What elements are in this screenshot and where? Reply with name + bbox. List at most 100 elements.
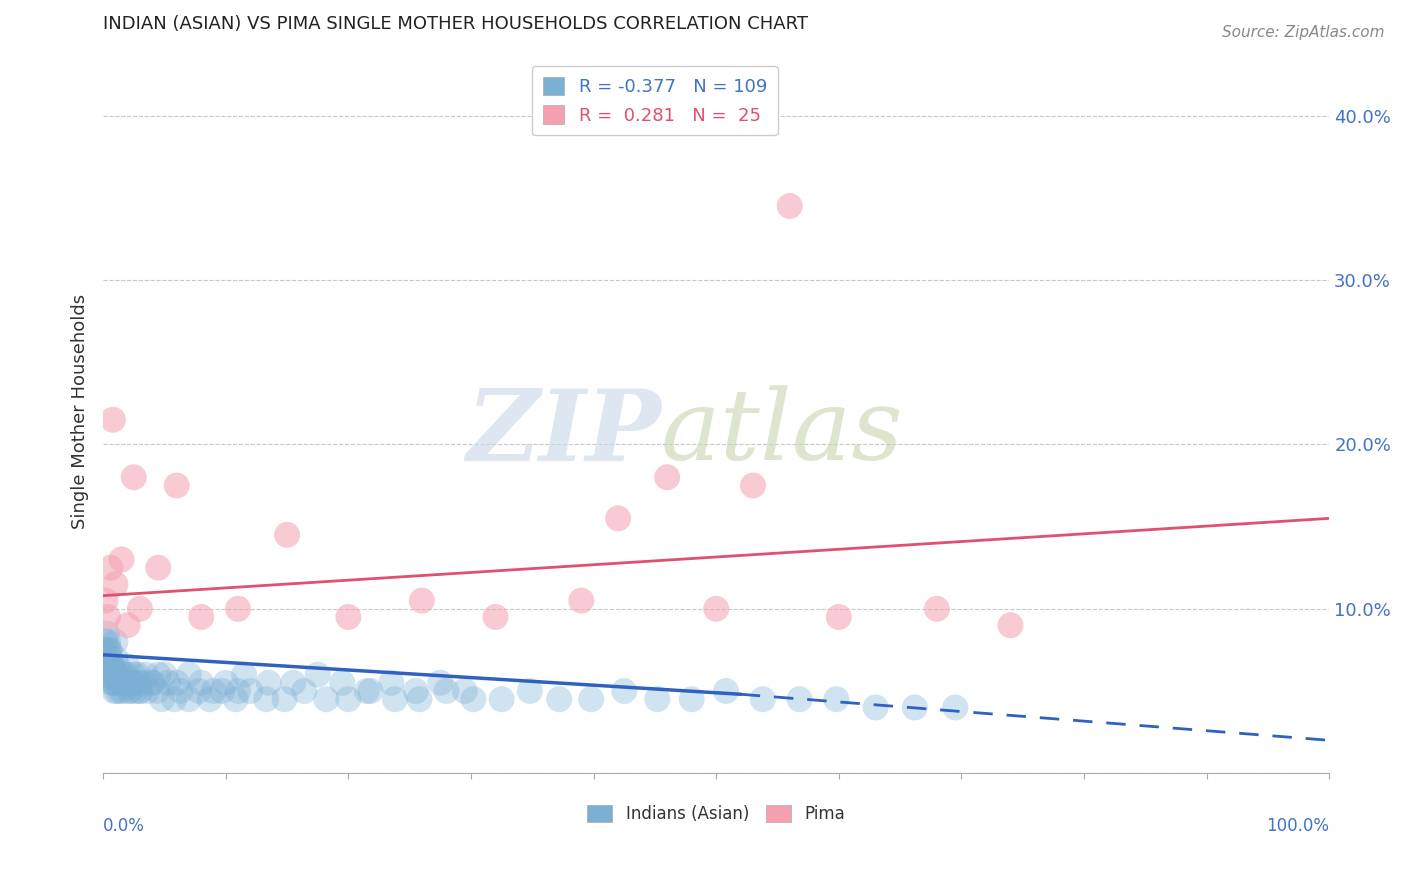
Point [114,675,136,690]
Point [943,700,966,714]
Point [101,675,124,690]
Point [101,659,124,673]
Point [148,560,170,574]
Point [315,692,337,706]
Point [121,675,143,690]
Point [98,643,121,657]
Point [101,413,124,427]
Point [114,675,136,690]
Y-axis label: Single Mother Households: Single Mother Households [72,294,89,529]
Point [107,659,129,673]
Point [647,692,669,706]
Point [129,684,152,698]
Point [384,692,406,706]
Text: Source: ZipAtlas.com: Source: ZipAtlas.com [1222,25,1385,40]
Point [124,684,146,698]
Point [337,610,360,624]
Point [107,675,129,690]
Point [276,528,298,542]
Point [657,470,679,484]
Point [211,684,233,698]
Point [166,675,188,690]
Legend: Indians (Asian), Pima: Indians (Asian), Pima [581,798,852,830]
Point [190,675,212,690]
Point [177,692,200,706]
Point [865,700,887,714]
Point [359,684,381,698]
Point [105,667,128,681]
Point [108,675,131,690]
Point [548,692,571,706]
Point [239,684,262,698]
Point [157,675,180,690]
Point [122,470,145,484]
Point [225,692,247,706]
Point [110,667,132,681]
Point [752,692,775,706]
Point [100,659,122,673]
Point [704,602,727,616]
Point [307,667,329,681]
Point [94,651,117,665]
Point [187,684,209,698]
Point [96,659,118,673]
Point [904,700,927,714]
Point [429,675,451,690]
Point [108,675,131,690]
Point [98,659,121,673]
Point [337,692,360,706]
Point [579,692,602,706]
Point [150,692,173,706]
Point [177,667,200,681]
Point [94,634,117,648]
Point [484,610,506,624]
Point [233,667,256,681]
Point [129,602,152,616]
Point [714,684,737,698]
Point [93,667,115,681]
Point [111,684,134,698]
Point [519,684,541,698]
Point [110,684,132,698]
Point [112,667,135,681]
Point [463,692,485,706]
Point [742,478,765,492]
Text: ZIP: ZIP [465,385,661,482]
Point [104,651,127,665]
Point [105,684,128,698]
Point [411,593,433,607]
Point [94,593,117,607]
Point [163,692,186,706]
Point [1000,618,1022,632]
Point [190,610,212,624]
Text: INDIAN (ASIAN) VS PIMA SINGLE MOTHER HOUSEHOLDS CORRELATION CHART: INDIAN (ASIAN) VS PIMA SINGLE MOTHER HOU… [103,15,808,33]
Point [127,667,149,681]
Point [148,667,170,681]
Point [779,199,801,213]
Point [103,667,125,681]
Point [136,684,159,698]
Point [100,560,122,574]
Point [454,684,477,698]
Point [330,675,353,690]
Point [117,659,139,673]
Point [104,634,127,648]
Point [141,675,163,690]
Point [117,675,139,690]
Text: 100.0%: 100.0% [1267,816,1329,835]
Point [408,692,430,706]
Point [169,684,191,698]
Point [110,552,132,566]
Point [146,684,169,698]
Point [115,667,138,681]
Point [405,684,427,698]
Point [100,659,122,673]
Point [129,684,152,698]
Point [569,593,592,607]
Point [356,684,378,698]
Point [98,643,121,657]
Point [97,667,120,681]
Point [93,643,115,657]
Point [129,675,152,690]
Point [681,692,703,706]
